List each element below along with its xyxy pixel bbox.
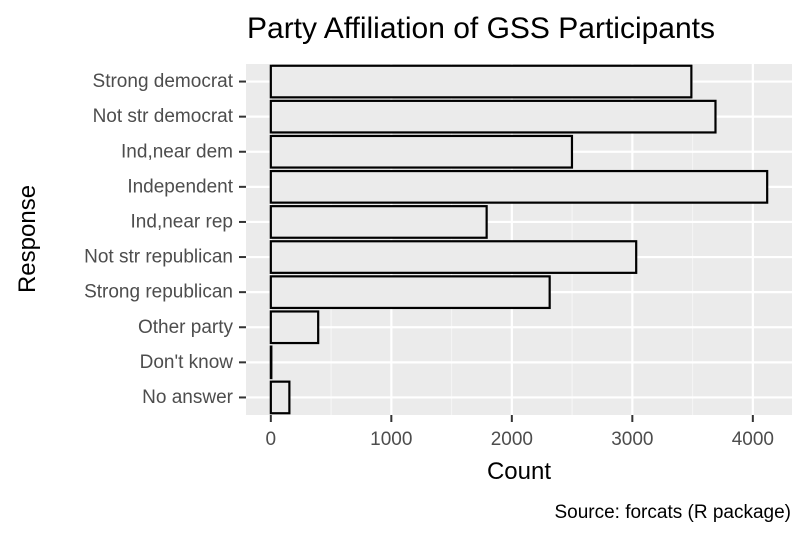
category-label: Other party (138, 317, 234, 338)
bars (269, 64, 769, 415)
category-labels: Strong democrat Not str democrat Ind,near … (84, 71, 246, 408)
bar (269, 240, 638, 274)
bar (269, 380, 291, 415)
bar (269, 134, 574, 169)
y-axis-title: Response (14, 185, 41, 293)
chart-caption: Source: forcats (R package) (554, 502, 791, 523)
bar (269, 169, 769, 204)
x-tick-label: 1000 (370, 429, 412, 450)
category-label: Ind,near dem (121, 141, 233, 162)
bar (269, 64, 693, 99)
bar (269, 345, 273, 380)
category-label: Strong democrat (93, 71, 234, 92)
category-label: Don't know (140, 352, 234, 373)
x-axis: 0 1000 2000 3000 4000 (266, 415, 774, 450)
bar (269, 99, 717, 134)
category-label: Independent (127, 176, 233, 197)
bar (269, 275, 551, 310)
category-label: Ind,near rep (131, 211, 233, 232)
category-label: Not str republican (84, 247, 233, 268)
x-tick-label: 2000 (491, 429, 533, 450)
x-axis-title: Count (487, 458, 551, 485)
chart-title: Party Affiliation of GSS Participants (247, 12, 715, 45)
bar (269, 205, 488, 239)
category-label: No answer (142, 387, 233, 408)
x-tick-label: 3000 (611, 429, 653, 450)
x-tick-label: 0 (266, 429, 277, 450)
category-label: Strong republican (84, 282, 233, 303)
bar (269, 310, 320, 345)
x-tick-label: 4000 (732, 429, 774, 450)
category-label: Not str democrat (93, 106, 234, 127)
